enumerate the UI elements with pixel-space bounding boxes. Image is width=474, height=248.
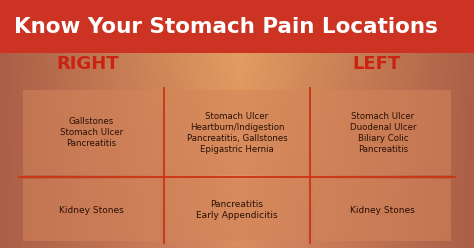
FancyBboxPatch shape bbox=[167, 179, 307, 241]
Text: Kidney Stones: Kidney Stones bbox=[350, 206, 415, 215]
Text: Know Your Stomach Pain Locations: Know Your Stomach Pain Locations bbox=[14, 17, 438, 37]
Text: LEFT: LEFT bbox=[353, 56, 401, 73]
Text: Stomach Ulcer
Heartburn/Indigestion
Pancreatitis, Gallstones
Epigastric Hernia: Stomach Ulcer Heartburn/Indigestion Panc… bbox=[187, 112, 287, 154]
FancyBboxPatch shape bbox=[23, 179, 160, 241]
Text: RIGHT: RIGHT bbox=[56, 56, 119, 73]
FancyBboxPatch shape bbox=[314, 90, 451, 175]
Text: Kidney Stones: Kidney Stones bbox=[59, 206, 124, 215]
FancyBboxPatch shape bbox=[314, 179, 451, 241]
Bar bbox=[0, 0, 474, 53]
Text: Gallstones
Stomach Ulcer
Pancreatitis: Gallstones Stomach Ulcer Pancreatitis bbox=[60, 117, 123, 148]
FancyBboxPatch shape bbox=[23, 90, 160, 175]
FancyBboxPatch shape bbox=[167, 90, 307, 175]
Text: Pancreatitis
Early Appendicitis: Pancreatitis Early Appendicitis bbox=[196, 200, 278, 220]
Text: Stomach Ulcer
Duodenal Ulcer
Biliary Colic
Pancreatitis: Stomach Ulcer Duodenal Ulcer Biliary Col… bbox=[349, 112, 416, 154]
